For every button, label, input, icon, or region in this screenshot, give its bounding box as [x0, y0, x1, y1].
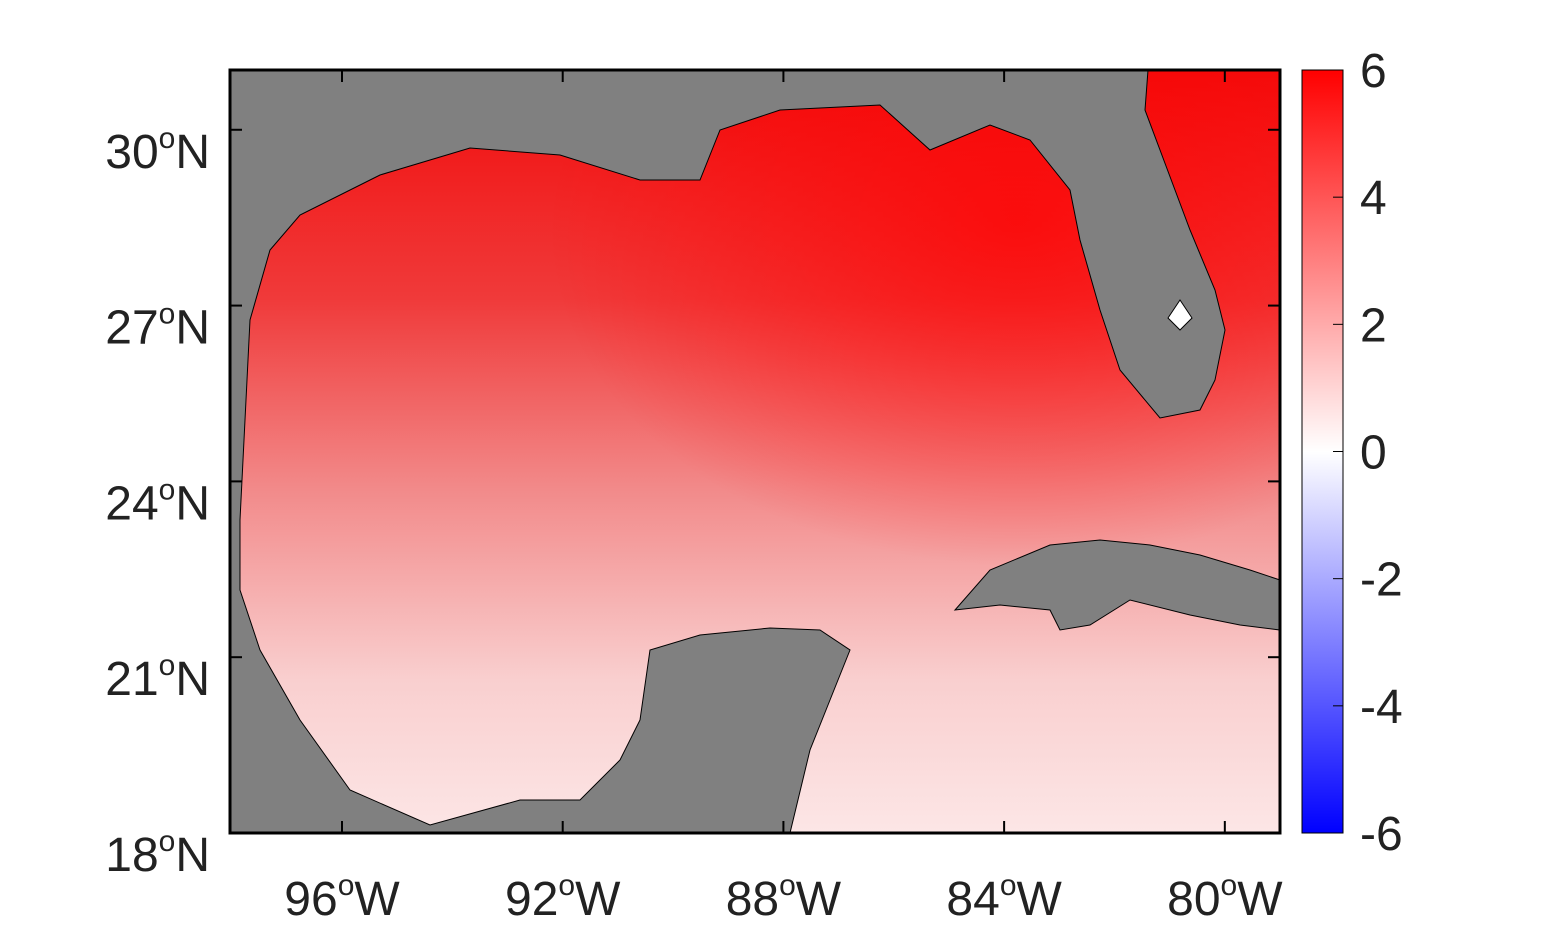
colorbar-tick-label: 4: [1360, 172, 1387, 225]
colorbar-tick-label: 6: [1360, 45, 1387, 98]
x-tick-label-number: 92: [505, 873, 558, 926]
colorbar-tick-label: -6: [1360, 808, 1403, 861]
y-tick-label-number: 18: [105, 829, 158, 882]
y-tick-label-degree: o: [159, 298, 176, 331]
y-tick-label: 24oN: [105, 473, 210, 530]
y-tick-label-hemisphere: N: [175, 477, 210, 530]
colorbar-tick-label: 2: [1360, 299, 1387, 352]
x-tick-label: 80oW: [1167, 869, 1283, 926]
x-tick-label-number: 96: [284, 873, 337, 926]
y-tick-label: 30oN: [105, 122, 210, 179]
y-tick-label-number: 24: [105, 477, 158, 530]
y-tick-label-number: 27: [105, 302, 158, 355]
x-tick-label-hemisphere: W: [575, 873, 621, 926]
x-tick-label-degree: o: [1000, 869, 1017, 902]
x-tick-label-degree: o: [338, 869, 355, 902]
y-tick-label-number: 30: [105, 126, 158, 179]
x-tick-label: 96oW: [284, 869, 400, 926]
x-tick-label: 92oW: [505, 869, 621, 926]
x-tick-label-hemisphere: W: [1237, 873, 1283, 926]
x-tick-label-number: 80: [1167, 873, 1220, 926]
y-tick-label-degree: o: [159, 122, 176, 155]
map-area: [228, 68, 1282, 835]
x-tick-label-hemisphere: W: [796, 873, 842, 926]
y-tick-label: 18oN: [105, 825, 210, 882]
colorbar-tick-label: 0: [1360, 427, 1387, 480]
frame: [228, 68, 1282, 835]
y-tick-label-hemisphere: N: [175, 302, 210, 355]
y-tick-label-degree: o: [159, 473, 176, 506]
y-tick-label: 27oN: [105, 298, 210, 355]
x-tick-label-degree: o: [558, 869, 575, 902]
y-tick-label-hemisphere: N: [175, 653, 210, 706]
x-tick-label: 88oW: [726, 869, 842, 926]
colorbar-tick-label: -2: [1360, 554, 1403, 607]
x-tick-label-degree: o: [1221, 869, 1238, 902]
y-tick-label-number: 21: [105, 653, 158, 706]
lake: [1167, 299, 1193, 331]
land-mainland: [229, 69, 1226, 834]
y-tick-label-hemisphere: N: [175, 829, 210, 882]
y-tick-label-degree: o: [159, 649, 176, 682]
x-tick-label-hemisphere: W: [1017, 873, 1063, 926]
y-tick-label-hemisphere: N: [175, 126, 210, 179]
x-tick-label-hemisphere: W: [354, 873, 400, 926]
x-tick-label: 84oW: [946, 869, 1062, 926]
x-tick-label-number: 84: [946, 873, 999, 926]
y-tick-label-degree: o: [159, 825, 176, 858]
colorbar-tick-label: -4: [1360, 681, 1403, 734]
y-tick-label: 21oN: [105, 649, 210, 706]
x-tick-label-degree: o: [779, 869, 796, 902]
x-tick-label-number: 88: [726, 873, 779, 926]
